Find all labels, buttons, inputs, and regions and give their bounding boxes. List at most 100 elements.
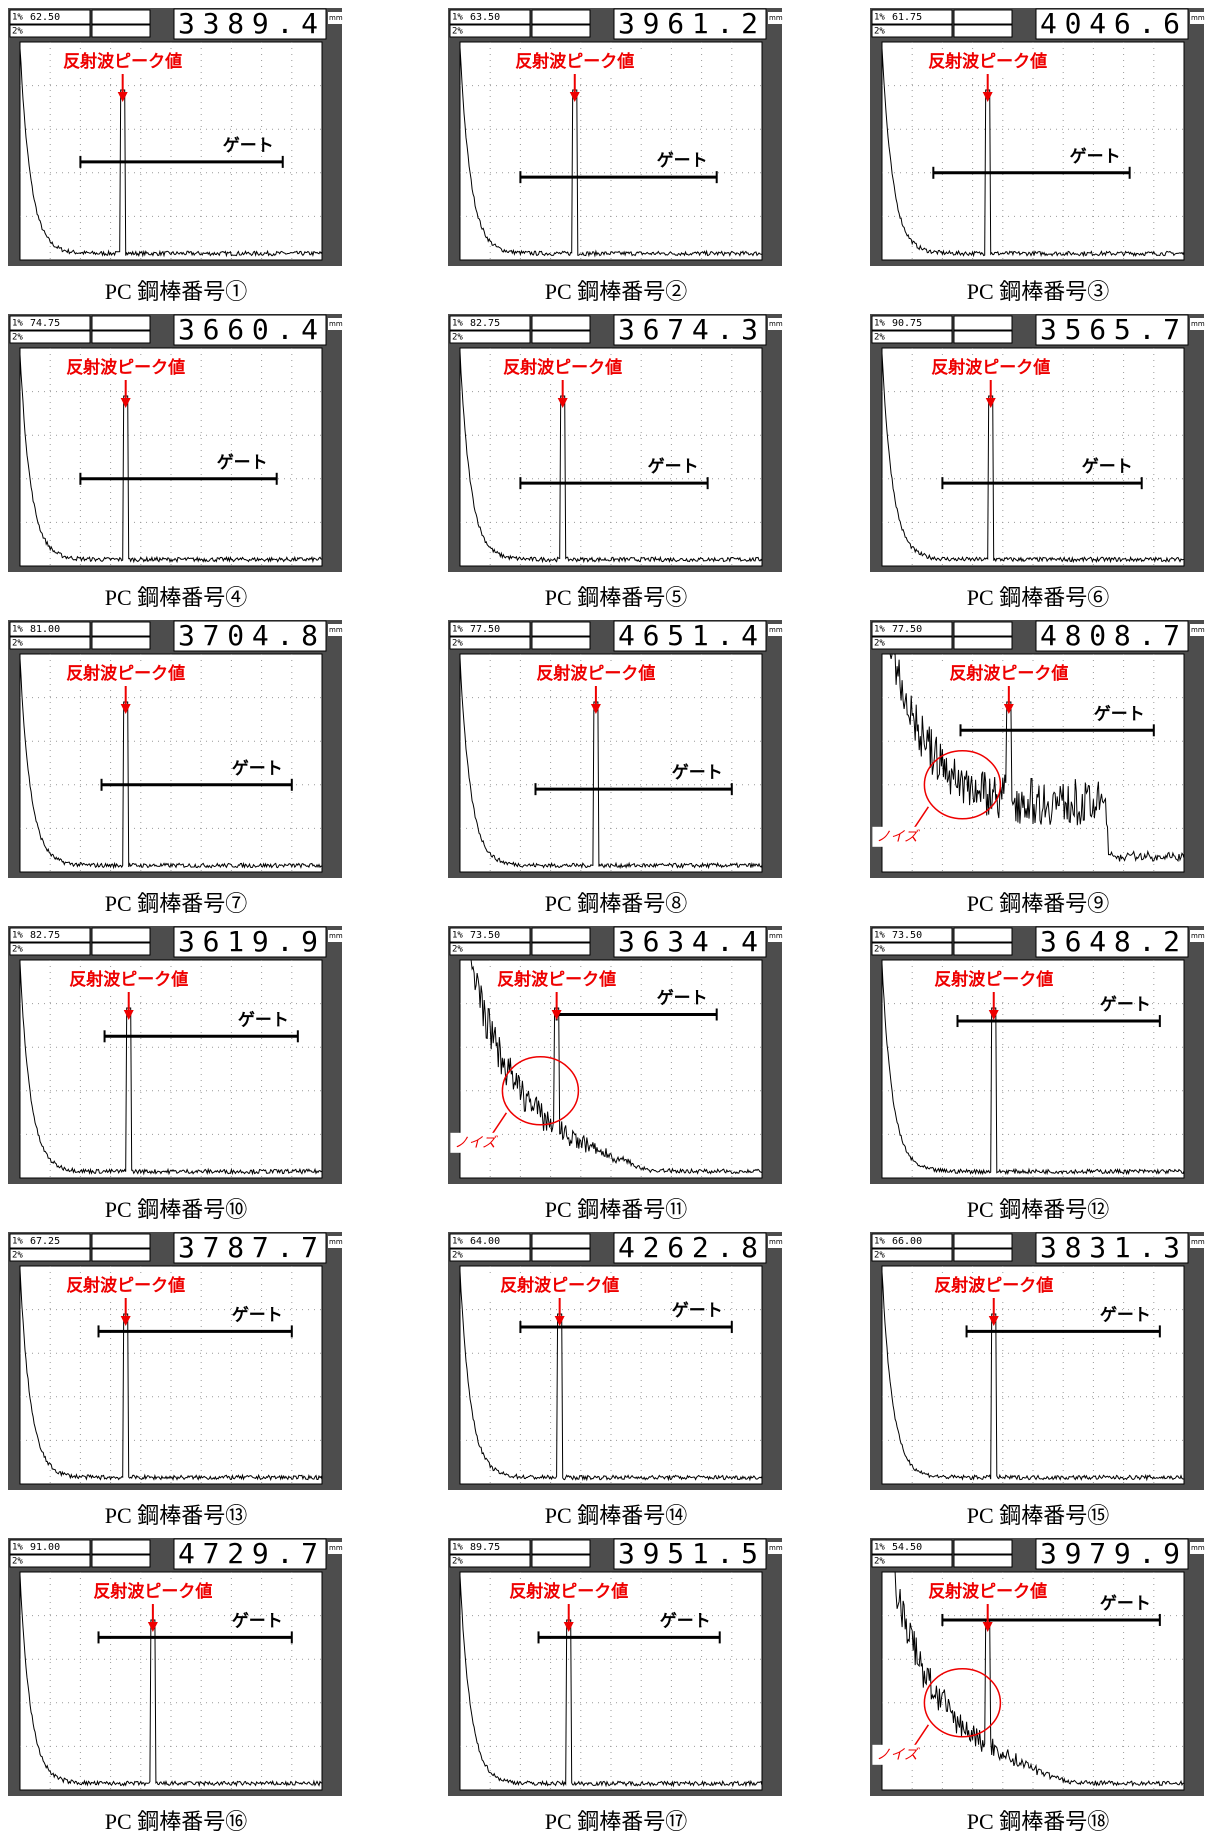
scope-panel: 1%2%62.503389.4mmゲート反射波ピーク値 PC 鋼棒番号①	[6, 6, 346, 306]
header-label: 1%	[452, 625, 463, 635]
header-box	[532, 1234, 590, 1248]
header-box	[954, 622, 1012, 636]
header-box	[954, 331, 1012, 343]
scope-panel: 1%2%82.753674.3mmゲート反射波ピーク値PC 鋼棒番号⑤	[446, 312, 786, 612]
caption: PC 鋼棒番号⑪	[446, 1192, 786, 1224]
scope-screen: 1%2%54.503979.9mmゲート反射波ピーク値ノイズ	[868, 1536, 1208, 1800]
unit: mm	[769, 320, 783, 328]
peak-label: 反射波ピーク値	[63, 51, 182, 72]
unit: mm	[1191, 320, 1205, 328]
gate-label: ゲート	[660, 1610, 711, 1631]
gate-value: 73.50	[892, 930, 922, 941]
header-box	[532, 928, 590, 942]
header-box	[954, 316, 1012, 330]
header-box	[954, 10, 1012, 24]
unit: mm	[1191, 14, 1205, 22]
header-box	[532, 1555, 590, 1567]
scope-panel: 1%2%89.753951.5mmゲート反射波ピーク値PC 鋼棒番号⑰	[446, 1536, 786, 1836]
unit: mm	[329, 1238, 343, 1246]
peak-label: 反射波ピーク値	[934, 1275, 1053, 1296]
header-box	[92, 316, 150, 330]
scope-panel: 1%2%77.504651.4mmゲート反射波ピーク値PC 鋼棒番号⑧	[446, 618, 786, 918]
header-box	[532, 1249, 590, 1261]
gate-value: 73.50	[470, 930, 500, 941]
peak-label: 反射波ピーク値	[93, 1581, 212, 1602]
caption: PC 鋼棒番号①	[6, 274, 346, 306]
gate-label: ゲート	[1070, 146, 1121, 167]
unit: mm	[329, 1544, 343, 1552]
caption: PC 鋼棒番号⑱	[868, 1804, 1208, 1836]
peak-label: 反射波ピーク値	[497, 969, 616, 990]
header-label: 1%	[12, 625, 23, 635]
unit: mm	[1191, 626, 1205, 634]
caption: PC 鋼棒番号④	[6, 580, 346, 612]
peak-label: 反射波ピーク値	[928, 1581, 1047, 1602]
unit: mm	[1191, 1544, 1205, 1552]
header-label: 1%	[12, 1237, 23, 1247]
gate-label: ゲート	[217, 452, 268, 473]
peak-label: 反射波ピーク値	[515, 51, 634, 72]
gate-value: 82.75	[30, 930, 60, 941]
header-label: 2%	[452, 27, 463, 37]
header-box	[92, 1555, 150, 1567]
page: {"header_labels": ["1%", "2%"], "unit": …	[0, 0, 1220, 1839]
scope-screen: 1%2%62.503389.4mmゲート反射波ピーク値	[6, 6, 346, 270]
gate-label: ゲート	[672, 1300, 723, 1321]
gate-label: ゲート	[1094, 703, 1145, 724]
header-box	[92, 1540, 150, 1554]
header-box	[92, 928, 150, 942]
peak-label: 反射波ピーク値	[500, 1275, 619, 1296]
unit: mm	[329, 932, 343, 940]
header-box	[92, 622, 150, 636]
scope-panel: 1%2%90.753565.7mmゲート反射波ピーク値PC 鋼棒番号⑥	[868, 312, 1208, 612]
gate-value: 89.75	[470, 1542, 500, 1553]
header-label: 2%	[874, 1557, 885, 1567]
header-box	[532, 637, 590, 649]
header-label: 2%	[452, 945, 463, 955]
header-box	[954, 1555, 1012, 1567]
caption: PC 鋼棒番号⑩	[6, 1192, 346, 1224]
header-label: 2%	[874, 1251, 885, 1261]
header-label: 1%	[12, 931, 23, 941]
caption: PC 鋼棒番号⑨	[868, 886, 1208, 918]
header-label: 1%	[874, 625, 885, 635]
header-box	[92, 1249, 150, 1261]
header-box	[92, 10, 150, 24]
unit: mm	[329, 626, 343, 634]
header-label: 1%	[12, 13, 23, 23]
header-label: 1%	[874, 1543, 885, 1553]
header-label: 2%	[12, 1557, 23, 1567]
scope-screen: 1%2%77.504808.7mmゲート反射波ピーク値ノイズ	[868, 618, 1208, 882]
header-box	[954, 637, 1012, 649]
header-box	[954, 928, 1012, 942]
header-label: 2%	[452, 639, 463, 649]
gate-value: 66.00	[892, 1236, 922, 1247]
caption: PC 鋼棒番号⑰	[446, 1804, 786, 1836]
gate-label: ゲート	[672, 762, 723, 783]
scope-panel: 1%2%63.503961.2mmゲート反射波ピーク値PC 鋼棒番号②	[446, 6, 786, 306]
peak-label: 反射波ピーク値	[503, 357, 622, 378]
header-box	[532, 622, 590, 636]
header-box	[532, 10, 590, 24]
peak-label: 反射波ピーク値	[66, 663, 185, 684]
gate-label: ゲート	[1082, 456, 1133, 477]
unit: mm	[329, 14, 343, 22]
gate-value: 67.25	[30, 1236, 60, 1247]
header-label: 2%	[874, 333, 885, 343]
header-label: 1%	[874, 319, 885, 329]
peak-label: 反射波ピーク値	[69, 969, 188, 990]
gate-value: 90.75	[892, 318, 922, 329]
peak-label: 反射波ピーク値	[928, 51, 1047, 72]
unit: mm	[769, 1238, 783, 1246]
scope-screen: 1%2%81.003704.8mmゲート反射波ピーク値	[6, 618, 346, 882]
peak-label: 反射波ピーク値	[934, 969, 1053, 990]
gate-value: 61.75	[892, 12, 922, 23]
gate-value: 62.50	[30, 12, 60, 23]
header-label: 1%	[452, 1237, 463, 1247]
unit: mm	[1191, 932, 1205, 940]
header-box	[92, 331, 150, 343]
